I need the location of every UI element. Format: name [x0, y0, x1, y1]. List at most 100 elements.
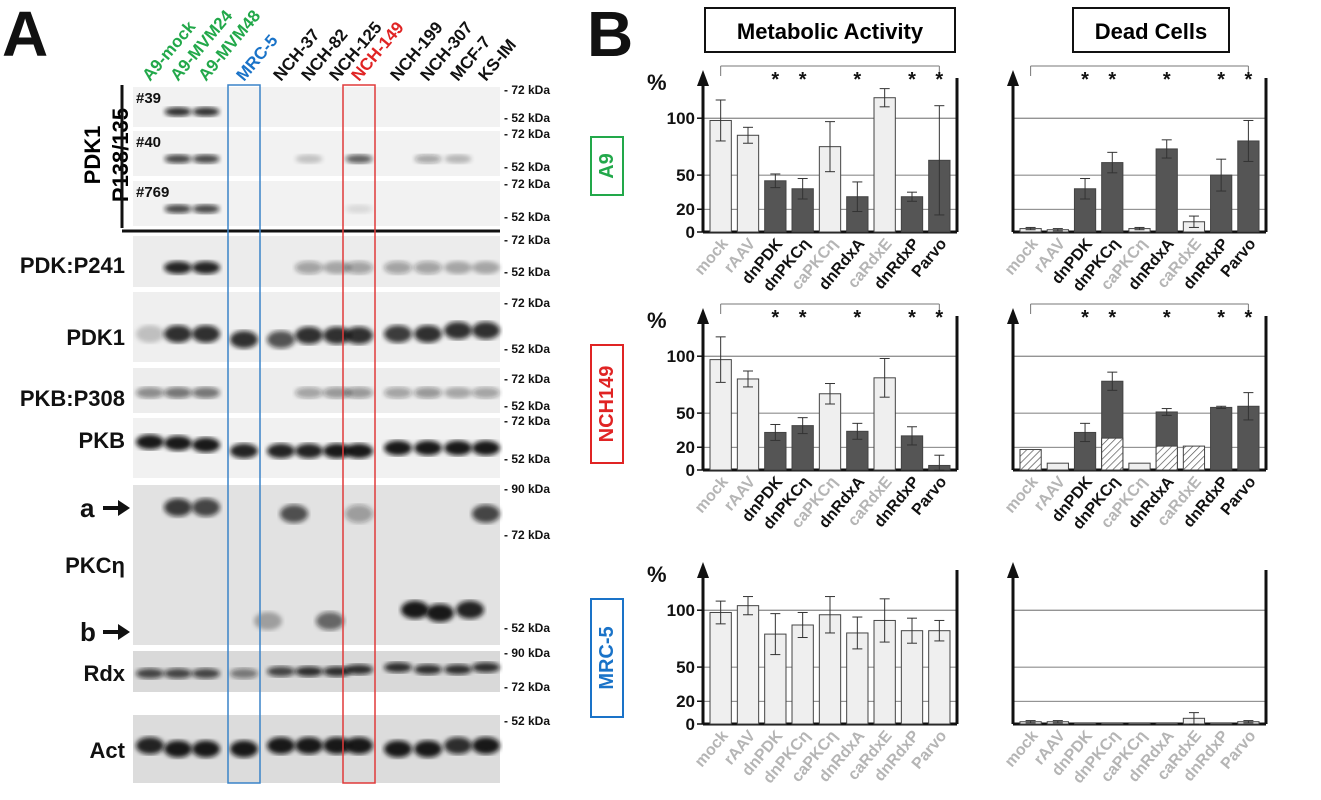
y-tick-label: 20: [676, 200, 695, 219]
band: [323, 261, 351, 274]
band: [164, 498, 192, 517]
blot-pkc: - 90 kDa - 72 kDa - 52 kDa: [133, 482, 550, 645]
sub-blot-tag: #40: [136, 134, 161, 151]
dead-cells-title-box: [1072, 7, 1230, 53]
band: [426, 604, 454, 622]
band: [230, 330, 258, 349]
bar-capkc: [1128, 462, 1151, 471]
y-tick-label: 0: [686, 461, 695, 480]
mw-marker: - 52 kDa: [504, 111, 550, 125]
band: [345, 387, 373, 399]
blot-label-pdk-p241: PDK:P241: [20, 253, 125, 278]
y-tick-label: 20: [676, 692, 695, 711]
significance-star: *: [1163, 69, 1171, 91]
band: [164, 435, 192, 451]
band: [192, 154, 220, 164]
band: [323, 326, 351, 345]
western-blot-panel: A A9-mockA9-MVM24A9-MVM48MRC-5NCH-37NCH-…: [2, 0, 550, 784]
band: [295, 154, 323, 164]
category-label-mock: mock: [692, 236, 732, 279]
sub-blot-1: #39 - 72 kDa - 52 kDa: [133, 83, 550, 127]
blot-label-pkb: PKB: [79, 428, 125, 453]
metabolic-title-box: [704, 7, 956, 53]
nch149-lane-highlight: [342, 84, 376, 784]
sub-blot-tag: #769: [136, 184, 169, 201]
bar-dnrdxp: [1210, 722, 1233, 725]
arrow-head: [118, 500, 130, 516]
band: [280, 504, 308, 523]
significance-star: *: [1081, 307, 1089, 329]
band: [192, 261, 220, 274]
blot-label-rdx: Rdx: [83, 661, 125, 686]
band: [136, 737, 164, 755]
mw-marker: - 72 kDa: [504, 177, 550, 191]
bar-dnpkc: [791, 624, 814, 725]
significance-star: *: [853, 307, 861, 329]
band: [164, 740, 192, 758]
band: [472, 261, 500, 274]
band: [414, 154, 442, 164]
mw-marker: - 72 kDa: [504, 414, 550, 428]
band: [414, 740, 442, 758]
band: [345, 664, 373, 675]
band: [414, 325, 442, 343]
band: [384, 325, 412, 343]
arrow-head: [118, 624, 130, 640]
band: [345, 737, 373, 755]
band: [295, 666, 323, 677]
blot-membrane: [133, 87, 500, 127]
bar-hatched-part-dnrdxa: [1155, 445, 1178, 471]
band: [192, 325, 220, 343]
significance-star: *: [908, 307, 916, 329]
significance-star: *: [1217, 69, 1225, 91]
cell-line-label-mrc-5: MRC-5: [596, 626, 618, 689]
y-tick-label: 100: [667, 109, 695, 128]
sub-blot-2: #40 - 72 kDa - 52 kDa: [133, 127, 550, 176]
mw-marker: - 72 kDa: [504, 528, 550, 542]
band: [295, 737, 323, 755]
bar-cardxe: [873, 97, 896, 233]
significance-star: *: [935, 69, 943, 91]
cell-line-box-mrc-5: [590, 598, 624, 718]
band: [472, 440, 500, 456]
y-axis-arrow: [1007, 308, 1019, 324]
band: [456, 600, 484, 619]
y-axis-arrow: [1007, 562, 1019, 578]
band: [164, 261, 192, 274]
band: [192, 668, 220, 679]
significance-star: *: [853, 69, 861, 91]
mw-marker: - 52 kDa: [504, 160, 550, 174]
band: [192, 437, 220, 453]
arrow-a: a: [80, 493, 130, 523]
blot-membrane: [133, 292, 500, 362]
mw-marker: - 52 kDa: [504, 210, 550, 224]
band: [414, 261, 442, 274]
band: [323, 737, 351, 755]
blot-area: #39- 72 kDa- 52 kDa#40- 72 kDa- 52 kDa#7…: [133, 83, 550, 783]
band: [254, 612, 282, 630]
chart-a9-metabolic-activity: %10050200A9mockrAAV*dnPDK*dnPKCηcaPKCη*d…: [590, 65, 959, 295]
category-label-mock: mock: [692, 474, 732, 517]
significance-star: *: [799, 307, 807, 329]
chart-nch149-metabolic-activity: %10050200NCH149mockrAAV*dnPDK*dnPKCηcaPK…: [590, 303, 959, 533]
category-label-mock: mock: [1002, 474, 1042, 517]
band: [136, 434, 164, 450]
bar-raav: [736, 605, 760, 725]
y-unit: %: [647, 562, 667, 587]
band: [384, 662, 412, 673]
band: [472, 504, 500, 523]
band: [345, 326, 373, 345]
band: [444, 440, 472, 456]
band: [323, 666, 351, 677]
bar-mock: [709, 611, 732, 725]
sub-blot-3: #769 - 72 kDa - 52 kDa: [133, 177, 550, 226]
band: [230, 740, 258, 758]
y-axis-arrow: [697, 562, 709, 578]
band: [345, 204, 373, 214]
band: [164, 107, 192, 117]
band: [414, 387, 442, 399]
mw-marker: - 52 kDa: [504, 399, 550, 413]
blot-rdx: - 90 kDa - 72 kDa: [133, 646, 550, 694]
band: [444, 387, 472, 399]
significance-star: *: [935, 307, 943, 329]
